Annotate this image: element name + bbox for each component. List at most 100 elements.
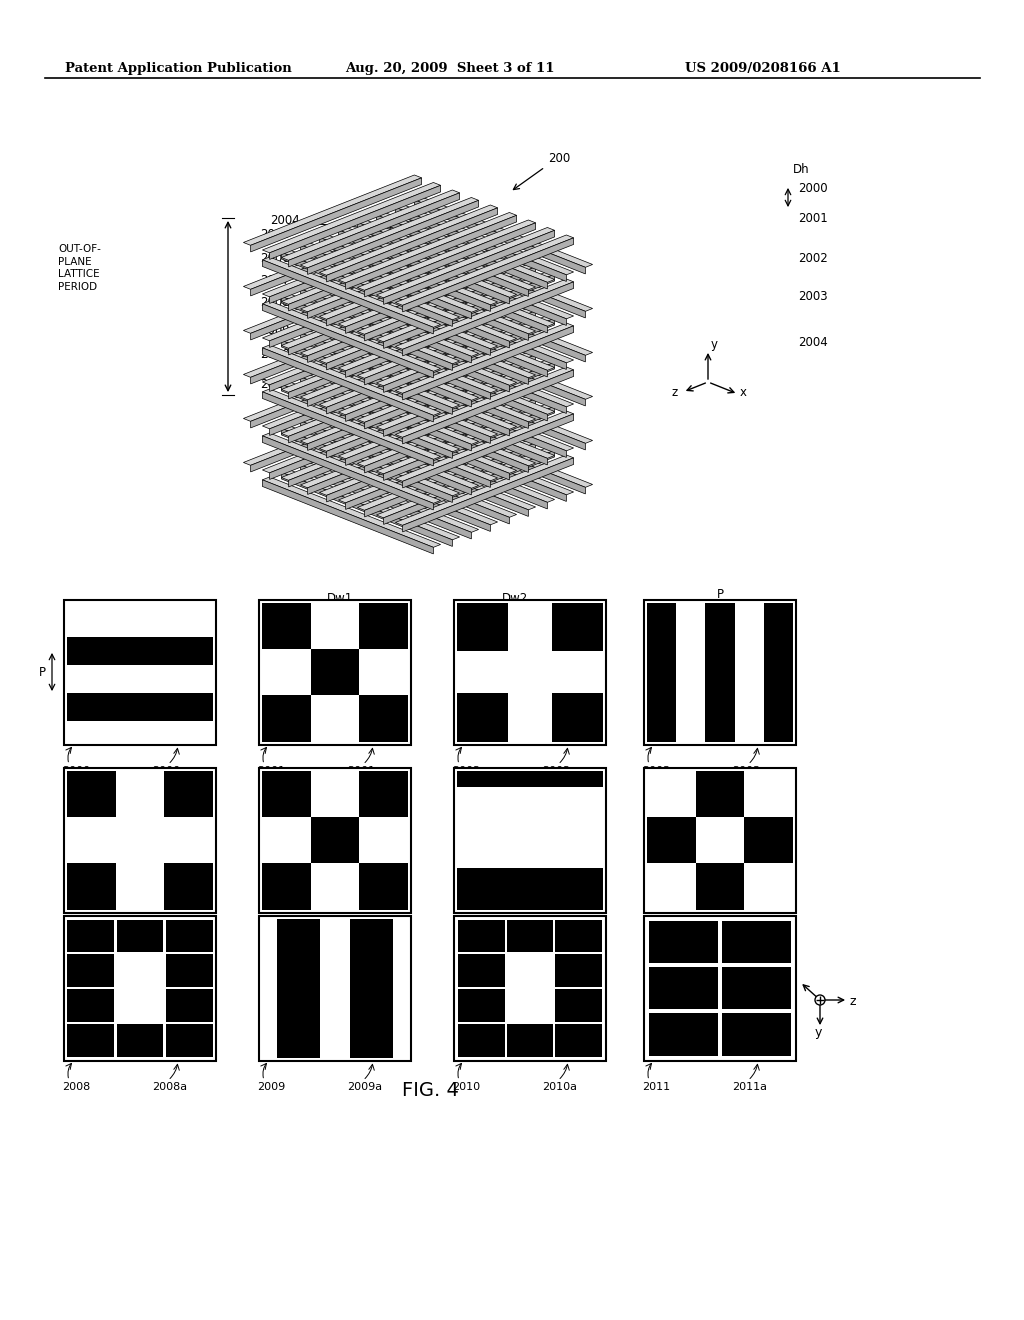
Polygon shape bbox=[289, 281, 460, 355]
Polygon shape bbox=[307, 420, 478, 495]
Polygon shape bbox=[377, 213, 555, 282]
Polygon shape bbox=[338, 318, 509, 392]
Text: 2003: 2003 bbox=[798, 289, 827, 302]
Polygon shape bbox=[338, 450, 509, 524]
Text: Dw2: Dw2 bbox=[502, 591, 528, 605]
Polygon shape bbox=[282, 411, 460, 480]
Text: 2001: 2001 bbox=[257, 767, 285, 776]
Polygon shape bbox=[377, 215, 548, 289]
Polygon shape bbox=[415, 329, 593, 400]
Polygon shape bbox=[346, 436, 517, 510]
Polygon shape bbox=[395, 367, 573, 437]
Polygon shape bbox=[319, 367, 498, 437]
Polygon shape bbox=[262, 182, 440, 253]
Bar bbox=[555, 920, 602, 952]
Polygon shape bbox=[300, 330, 478, 400]
Polygon shape bbox=[357, 308, 536, 379]
Polygon shape bbox=[262, 403, 440, 473]
Polygon shape bbox=[338, 388, 517, 459]
Polygon shape bbox=[357, 396, 536, 466]
Polygon shape bbox=[357, 310, 528, 384]
Text: y: y bbox=[815, 1026, 822, 1039]
Polygon shape bbox=[402, 370, 573, 444]
Text: 2007: 2007 bbox=[642, 935, 671, 945]
Polygon shape bbox=[300, 242, 478, 312]
Polygon shape bbox=[319, 293, 498, 363]
Bar bbox=[454, 767, 606, 912]
Text: 2000: 2000 bbox=[62, 767, 90, 776]
Bar bbox=[67, 920, 114, 952]
Polygon shape bbox=[300, 417, 478, 488]
Text: 2008: 2008 bbox=[260, 297, 290, 309]
Polygon shape bbox=[338, 256, 517, 327]
Polygon shape bbox=[262, 480, 433, 554]
Text: 2002: 2002 bbox=[798, 252, 827, 264]
Polygon shape bbox=[357, 440, 536, 510]
Polygon shape bbox=[415, 376, 586, 450]
Text: 2009: 2009 bbox=[257, 1082, 286, 1093]
Polygon shape bbox=[384, 318, 555, 392]
Bar bbox=[67, 1024, 114, 1056]
Text: 2009: 2009 bbox=[260, 323, 290, 337]
Text: 2006: 2006 bbox=[452, 935, 480, 945]
Polygon shape bbox=[300, 198, 478, 268]
Bar bbox=[454, 916, 606, 1060]
Polygon shape bbox=[415, 288, 586, 362]
Polygon shape bbox=[319, 249, 498, 319]
Text: 2005a: 2005a bbox=[347, 935, 382, 945]
Polygon shape bbox=[384, 275, 555, 348]
Polygon shape bbox=[289, 325, 460, 399]
Polygon shape bbox=[377, 388, 555, 458]
Bar bbox=[744, 817, 793, 863]
Polygon shape bbox=[262, 257, 440, 327]
Text: Dh: Dh bbox=[793, 162, 810, 176]
Polygon shape bbox=[282, 293, 460, 364]
Bar bbox=[166, 1024, 213, 1056]
Bar bbox=[457, 602, 603, 742]
Bar bbox=[117, 920, 164, 952]
Polygon shape bbox=[319, 337, 498, 408]
Polygon shape bbox=[377, 272, 555, 342]
Bar bbox=[722, 966, 791, 1010]
Polygon shape bbox=[395, 205, 573, 275]
Text: Aug. 20, 2009  Sheet 3 of 11: Aug. 20, 2009 Sheet 3 of 11 bbox=[345, 62, 555, 75]
Bar bbox=[67, 771, 213, 909]
Polygon shape bbox=[338, 301, 517, 371]
Polygon shape bbox=[377, 345, 555, 414]
Polygon shape bbox=[395, 383, 566, 458]
Polygon shape bbox=[251, 397, 422, 473]
Polygon shape bbox=[319, 238, 490, 312]
Text: 2002a: 2002a bbox=[542, 767, 578, 776]
Polygon shape bbox=[357, 442, 528, 516]
Polygon shape bbox=[357, 399, 528, 473]
Polygon shape bbox=[338, 345, 517, 414]
Bar bbox=[67, 989, 114, 1022]
Polygon shape bbox=[282, 470, 460, 540]
Text: 2003a: 2003a bbox=[732, 767, 767, 776]
Text: US 2009/0208166 A1: US 2009/0208166 A1 bbox=[685, 62, 841, 75]
Polygon shape bbox=[307, 201, 478, 275]
Text: 2000: 2000 bbox=[798, 181, 827, 194]
Polygon shape bbox=[282, 425, 460, 496]
Polygon shape bbox=[338, 315, 517, 385]
Polygon shape bbox=[319, 425, 498, 495]
Polygon shape bbox=[415, 244, 586, 318]
Bar bbox=[555, 1024, 602, 1056]
Polygon shape bbox=[262, 389, 440, 459]
Bar bbox=[349, 919, 393, 1057]
Polygon shape bbox=[319, 457, 490, 532]
Text: FIG. 4: FIG. 4 bbox=[401, 1081, 459, 1100]
Polygon shape bbox=[300, 376, 471, 451]
Polygon shape bbox=[377, 315, 555, 385]
Polygon shape bbox=[282, 322, 460, 392]
Bar bbox=[276, 919, 321, 1057]
Polygon shape bbox=[357, 220, 536, 290]
Text: 2002: 2002 bbox=[452, 767, 480, 776]
Polygon shape bbox=[384, 450, 555, 524]
Polygon shape bbox=[319, 413, 490, 487]
Polygon shape bbox=[307, 376, 478, 450]
Text: Patent Application Publication: Patent Application Publication bbox=[65, 62, 292, 75]
Bar bbox=[63, 767, 216, 912]
Polygon shape bbox=[395, 235, 573, 305]
Polygon shape bbox=[346, 347, 517, 421]
